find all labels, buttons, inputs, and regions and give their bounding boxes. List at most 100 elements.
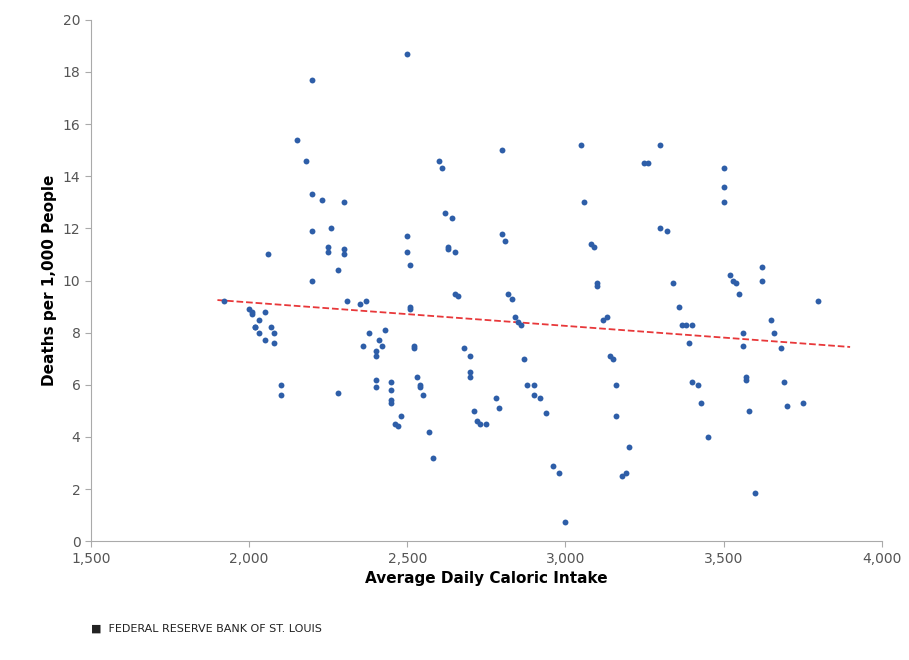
Point xyxy=(526,379,541,390)
Point xyxy=(764,314,778,325)
Point xyxy=(586,242,601,252)
Point xyxy=(811,296,825,307)
Point xyxy=(552,468,566,478)
Point xyxy=(767,327,782,338)
Point xyxy=(514,319,528,330)
X-axis label: Average Daily Caloric Intake: Average Daily Caloric Intake xyxy=(365,571,607,586)
Point xyxy=(257,306,272,317)
Point xyxy=(368,346,383,356)
Point xyxy=(590,280,604,291)
Point xyxy=(264,322,278,333)
Point xyxy=(795,398,810,409)
Point xyxy=(754,275,769,286)
Point xyxy=(507,312,522,322)
Y-axis label: Deaths per 1,000 People: Deaths per 1,000 People xyxy=(42,175,57,386)
Point xyxy=(735,341,750,351)
Point xyxy=(394,411,408,421)
Point xyxy=(691,379,705,390)
Point xyxy=(451,291,465,302)
Point xyxy=(517,354,532,364)
Point xyxy=(725,275,740,286)
Point xyxy=(305,75,320,85)
Point xyxy=(251,327,265,338)
Point xyxy=(321,242,335,252)
Point xyxy=(729,278,744,288)
Point xyxy=(780,401,794,411)
Point xyxy=(716,197,731,207)
Point xyxy=(470,416,484,426)
Point xyxy=(694,398,709,409)
Point xyxy=(432,155,446,166)
Point xyxy=(242,304,256,314)
Point xyxy=(599,312,614,322)
Point xyxy=(362,327,376,338)
Point xyxy=(665,278,680,288)
Point xyxy=(406,343,421,354)
Point xyxy=(520,379,534,390)
Point xyxy=(368,374,383,385)
Point xyxy=(413,382,427,393)
Point xyxy=(400,48,415,59)
Point xyxy=(400,247,415,257)
Point xyxy=(545,460,560,471)
Point xyxy=(305,226,320,236)
Point xyxy=(403,259,417,270)
Point xyxy=(413,379,427,390)
Point xyxy=(637,158,652,168)
Point xyxy=(498,236,513,247)
Point xyxy=(385,395,399,406)
Point xyxy=(723,270,737,280)
Point xyxy=(359,296,374,307)
Point xyxy=(684,319,699,330)
Point xyxy=(501,288,515,299)
Point xyxy=(251,314,265,325)
Point xyxy=(577,197,592,207)
Point xyxy=(216,296,231,307)
Point xyxy=(425,453,440,463)
Text: ■  FEDERAL RESERVE BANK OF ST. LOUIS: ■ FEDERAL RESERVE BANK OF ST. LOUIS xyxy=(91,624,322,634)
Point xyxy=(678,319,693,330)
Point xyxy=(378,325,393,335)
Point xyxy=(391,421,405,432)
Point xyxy=(321,247,335,257)
Point xyxy=(464,372,478,382)
Point xyxy=(640,158,654,168)
Point xyxy=(473,418,487,429)
Point xyxy=(248,322,263,333)
Point xyxy=(355,341,370,351)
Point xyxy=(615,471,630,481)
Point xyxy=(409,372,424,382)
Point xyxy=(526,390,541,401)
Point xyxy=(466,405,481,416)
Point xyxy=(330,387,345,398)
Point xyxy=(605,354,620,364)
Point xyxy=(324,223,338,234)
Point xyxy=(447,288,462,299)
Point xyxy=(716,163,731,174)
Point xyxy=(457,343,472,354)
Point xyxy=(415,390,430,401)
Point xyxy=(447,247,462,257)
Point xyxy=(400,231,415,242)
Point xyxy=(776,377,791,387)
Point xyxy=(248,322,263,333)
Point xyxy=(754,262,769,273)
Point xyxy=(274,390,288,401)
Point xyxy=(609,411,624,421)
Point xyxy=(464,366,478,377)
Point xyxy=(479,418,494,429)
Point xyxy=(245,306,259,317)
Point xyxy=(336,244,351,255)
Point xyxy=(539,408,554,418)
Point xyxy=(305,189,320,200)
Point xyxy=(245,309,259,319)
Point xyxy=(653,223,667,234)
Point xyxy=(574,140,588,150)
Point xyxy=(385,377,399,387)
Point xyxy=(653,140,667,150)
Point xyxy=(738,374,753,385)
Point xyxy=(732,288,746,299)
Point xyxy=(274,379,288,390)
Point xyxy=(385,385,399,395)
Point xyxy=(340,296,355,307)
